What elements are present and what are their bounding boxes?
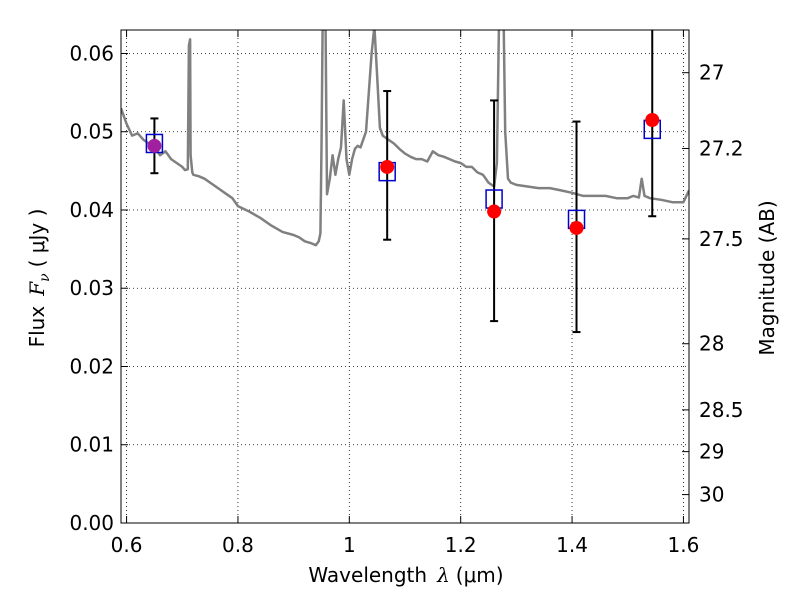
x-tick-label: 1.4: [556, 533, 588, 557]
observed-photometry-point: [645, 112, 660, 127]
y-tick-label: 0.05: [69, 120, 114, 144]
magnitude-tick-label: 30: [699, 483, 724, 507]
y-tick-label: 0.02: [69, 354, 114, 378]
magnitude-axis-ticks: 27 27.2 27.5 28 28.5 29 30: [682, 61, 744, 507]
magnitude-tick-label: 27.2: [699, 136, 744, 160]
y-tick-label: 0.01: [69, 433, 114, 457]
y-axis-ticks: 0.00 0.01 0.02 0.03 0.04 0.05 0.06: [69, 41, 128, 535]
observed-photometry-point: [569, 220, 584, 235]
y-tick-label: 0.06: [69, 41, 114, 65]
observed-photometry-point: [487, 204, 502, 219]
x-tick-label: 1.6: [668, 533, 700, 557]
y-gridlines: [121, 53, 689, 446]
x-tick-label: 0.6: [111, 533, 143, 557]
y-axis-label: FluxFν( μJy ): [25, 209, 53, 348]
magnitude-tick-label: 28: [699, 332, 724, 356]
y-tick-label: 0.03: [69, 276, 114, 300]
x-tick-label: 0.8: [222, 533, 254, 557]
observed-photometry-point: [147, 138, 162, 153]
magnitude-tick-label: 28.5: [699, 398, 744, 422]
magnitude-tick-label: 29: [699, 440, 724, 464]
y-tick-label: 0.00: [69, 511, 114, 535]
x-tick-label: 1: [343, 533, 356, 557]
magnitude-axis-label: Magnitude (AB): [755, 200, 779, 355]
plot-area: [121, 30, 689, 523]
plot-frame: [120, 29, 690, 524]
magnitude-tick-label: 27: [699, 61, 724, 85]
model-spectrum-line: [121, 30, 689, 247]
x-tick-label: 1.2: [445, 533, 477, 557]
x-axis-ticks: 0.6 0.8 1 1.2 1.4 1.6: [111, 30, 700, 557]
magnitude-tick-label: 27.5: [699, 227, 744, 251]
observed-photometry-point: [380, 159, 395, 174]
x-axis-label: Wavelength λ (μm): [308, 563, 503, 587]
observed-photometry-markers: [147, 112, 660, 235]
y-tick-label: 0.04: [69, 198, 114, 222]
